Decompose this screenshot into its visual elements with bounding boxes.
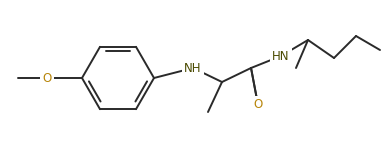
Text: NH: NH [184, 61, 202, 75]
Text: O: O [253, 99, 263, 111]
Text: O: O [42, 72, 51, 84]
Text: HN: HN [272, 50, 290, 63]
